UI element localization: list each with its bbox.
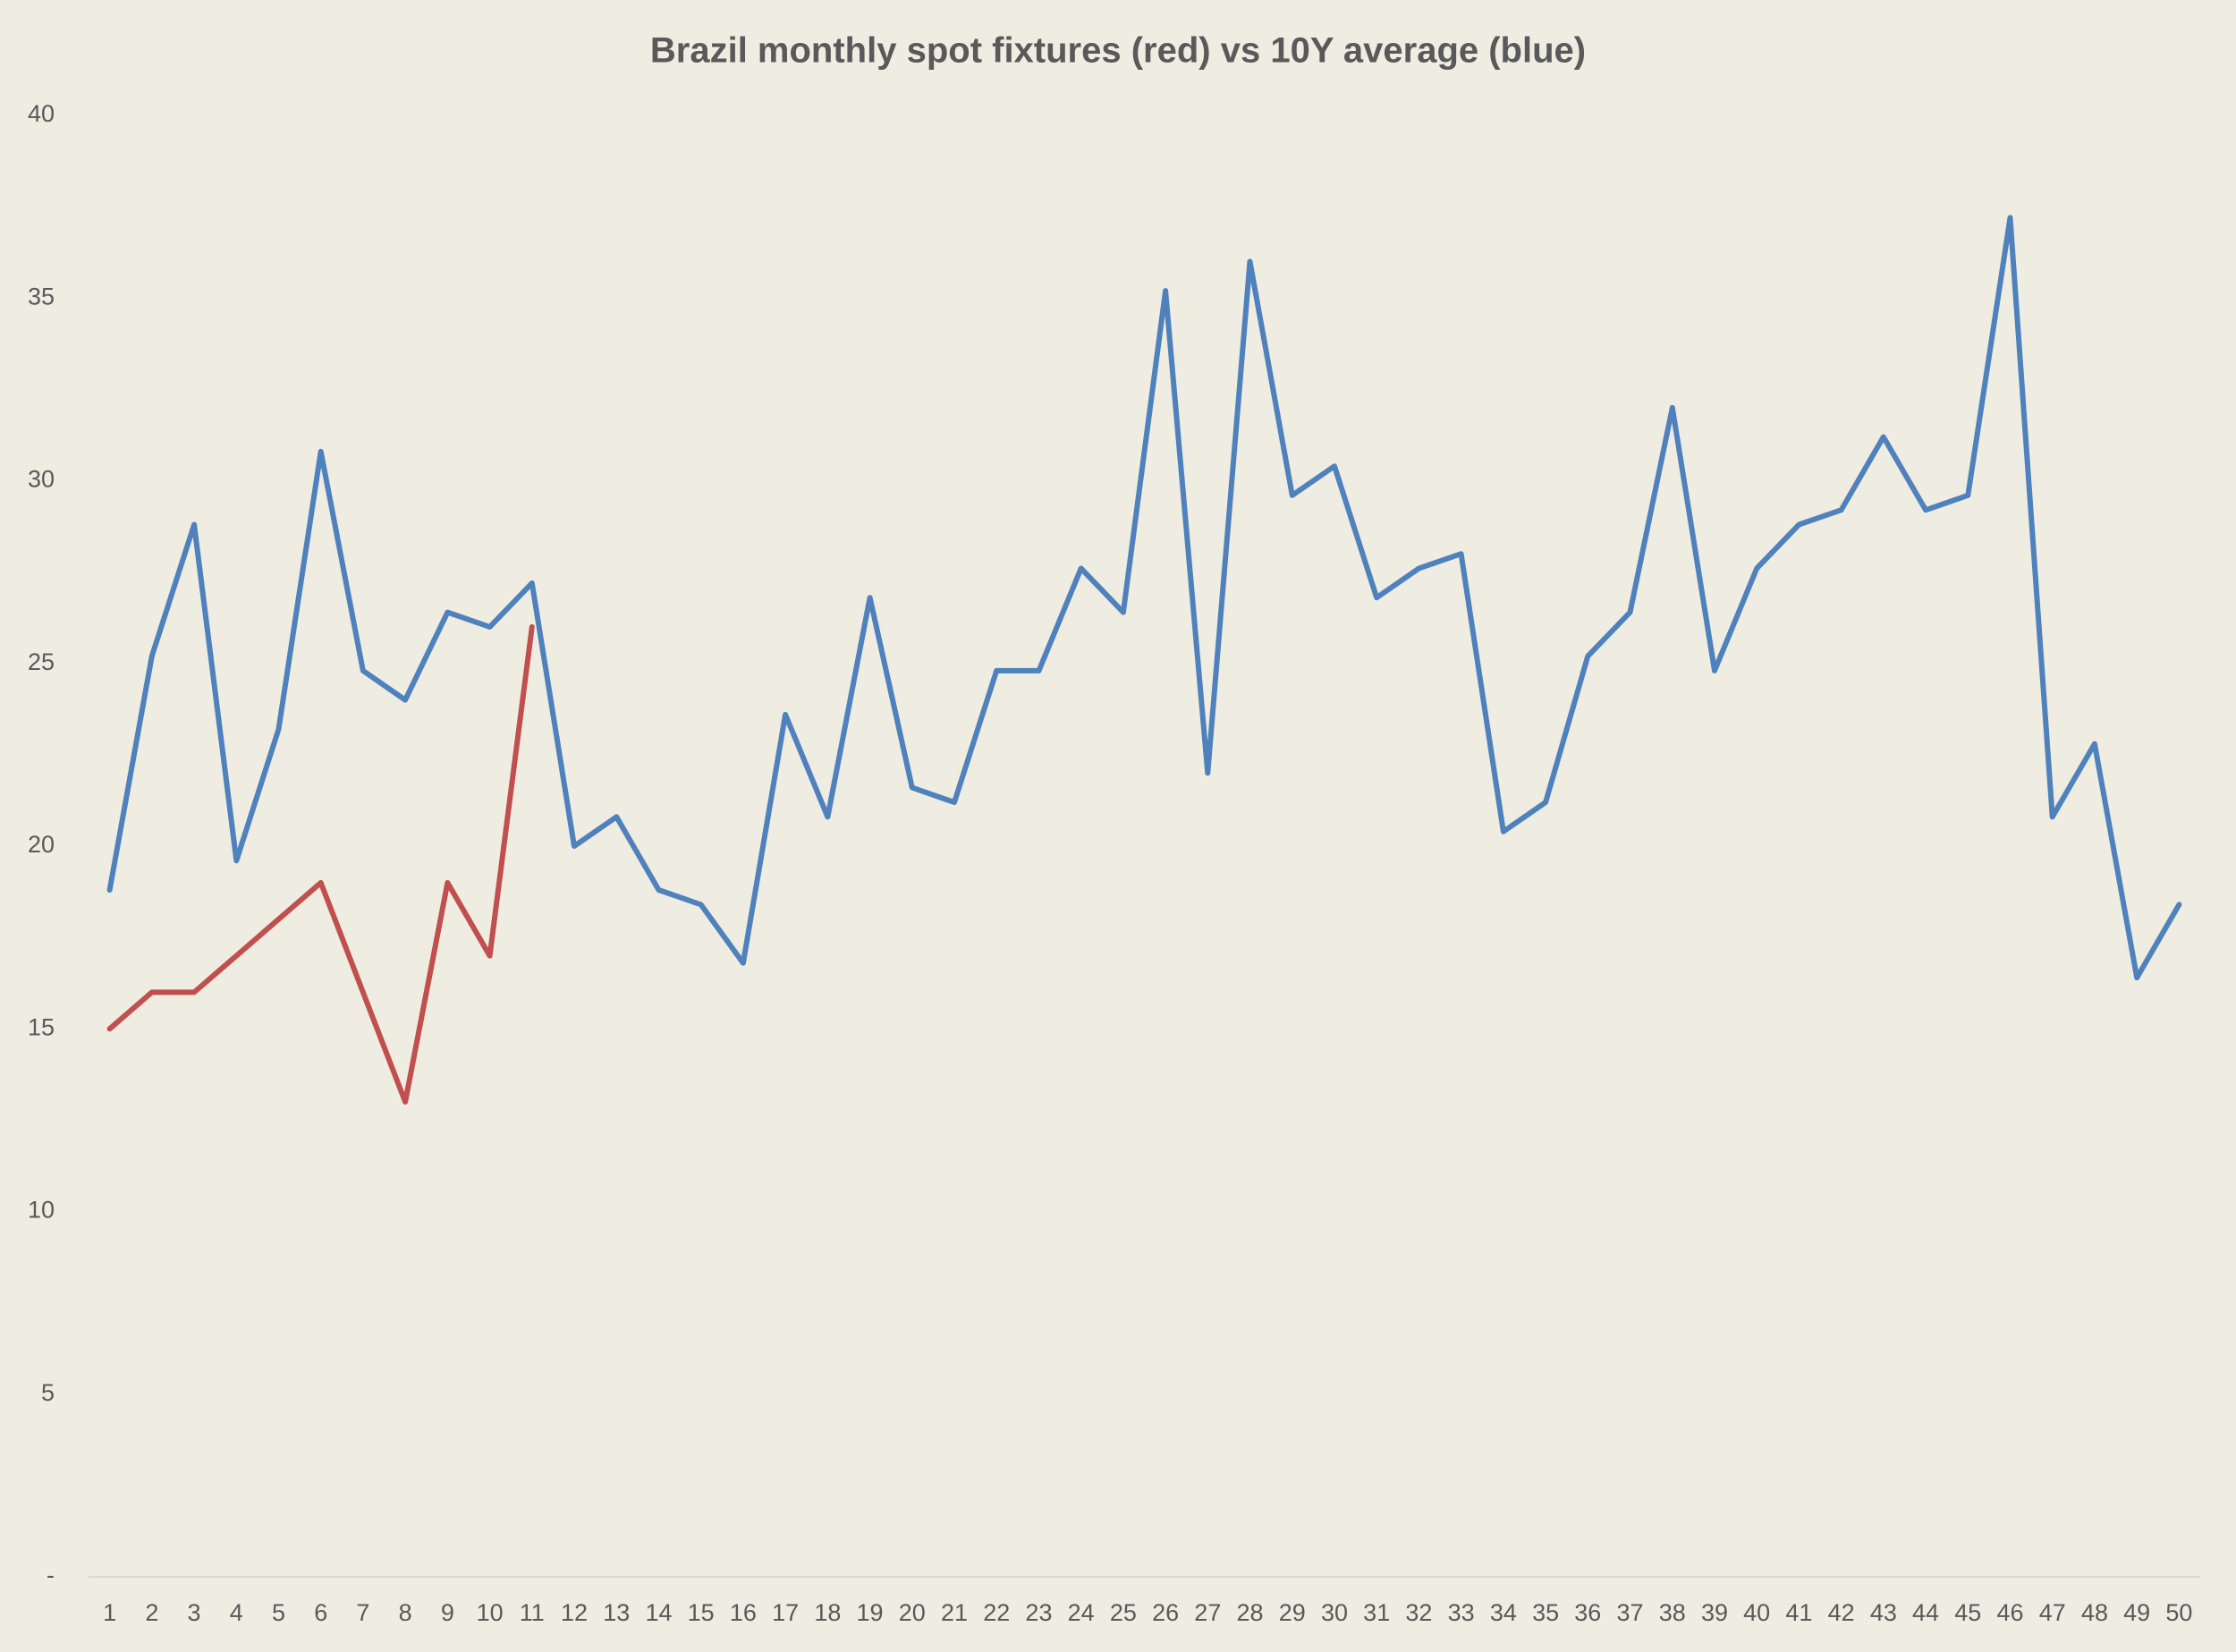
x-tick-label: 14 — [645, 1599, 672, 1626]
x-tick-label: 9 — [441, 1599, 454, 1626]
y-tick-label: 5 — [41, 1379, 55, 1406]
x-tick-label: 32 — [1405, 1599, 1432, 1626]
x-tick-label: 3 — [188, 1599, 201, 1626]
x-tick-label: 35 — [1532, 1599, 1559, 1626]
x-tick-label: 43 — [1870, 1599, 1897, 1626]
x-tick-label: 29 — [1279, 1599, 1306, 1626]
series-line — [106, 215, 2182, 981]
x-tick-label: 8 — [399, 1599, 412, 1626]
x-tick-label: 41 — [1785, 1599, 1812, 1626]
x-tick-label: 50 — [2165, 1599, 2192, 1626]
y-tick-label: 35 — [28, 283, 55, 309]
x-tick-label: 27 — [1194, 1599, 1221, 1626]
y-tick-label: - — [47, 1562, 55, 1588]
x-tick-label: 46 — [1996, 1599, 2023, 1626]
x-tick-label: 33 — [1448, 1599, 1475, 1626]
x-tick-label: 21 — [941, 1599, 968, 1626]
x-tick-label: 49 — [2123, 1599, 2150, 1626]
x-tick-label: 7 — [356, 1599, 369, 1626]
y-tick-label: 10 — [28, 1197, 55, 1224]
x-tick-label: 19 — [857, 1599, 884, 1626]
y-tick-label: 20 — [28, 831, 55, 858]
x-tick-label: 26 — [1152, 1599, 1179, 1626]
x-tick-label: 28 — [1237, 1599, 1264, 1626]
x-tick-label: 11 — [520, 1599, 545, 1626]
x-tick-label: 30 — [1321, 1599, 1348, 1626]
x-tick-label: 34 — [1490, 1599, 1517, 1626]
x-tick-label: 13 — [603, 1599, 630, 1626]
x-tick-label: 47 — [2039, 1599, 2066, 1626]
y-tick-label: 30 — [28, 466, 55, 493]
x-tick-label: 1 — [103, 1599, 116, 1626]
x-tick-label: 10 — [477, 1599, 504, 1626]
x-tick-label: 5 — [272, 1599, 285, 1626]
y-tick-label: 40 — [28, 100, 55, 127]
x-tick-label: 48 — [2081, 1599, 2108, 1626]
x-tick-label: 20 — [899, 1599, 926, 1626]
x-tick-label: 15 — [688, 1599, 715, 1626]
x-tick-label: 25 — [1110, 1599, 1137, 1626]
x-tick-label: 45 — [1954, 1599, 1981, 1626]
x-tick-label: 16 — [730, 1599, 757, 1626]
x-tick-label: 38 — [1659, 1599, 1686, 1626]
x-tick-label: 12 — [561, 1599, 588, 1626]
x-tick-label: 40 — [1743, 1599, 1770, 1626]
x-tick-label: 36 — [1574, 1599, 1601, 1626]
x-tick-label: 4 — [230, 1599, 243, 1626]
x-tick-label: 23 — [1025, 1599, 1052, 1626]
series-line — [106, 623, 535, 1105]
x-tick-label: 6 — [314, 1599, 327, 1626]
x-tick-label: 17 — [772, 1599, 799, 1626]
x-tick-label: 18 — [814, 1599, 841, 1626]
chart-title: Brazil monthly spot fixtures (red) vs 10… — [650, 31, 1586, 71]
x-tick-label: 24 — [1068, 1599, 1095, 1626]
y-tick-label: 15 — [28, 1013, 55, 1040]
y-tick-label: 25 — [28, 648, 55, 675]
x-tick-label: 2 — [145, 1599, 158, 1626]
x-tick-label: 42 — [1828, 1599, 1855, 1626]
x-tick-label: 37 — [1617, 1599, 1644, 1626]
x-tick-label: 22 — [983, 1599, 1010, 1626]
x-tick-label: 44 — [1912, 1599, 1939, 1626]
x-tick-label: 31 — [1363, 1599, 1390, 1626]
x-tick-label: 39 — [1701, 1599, 1728, 1626]
